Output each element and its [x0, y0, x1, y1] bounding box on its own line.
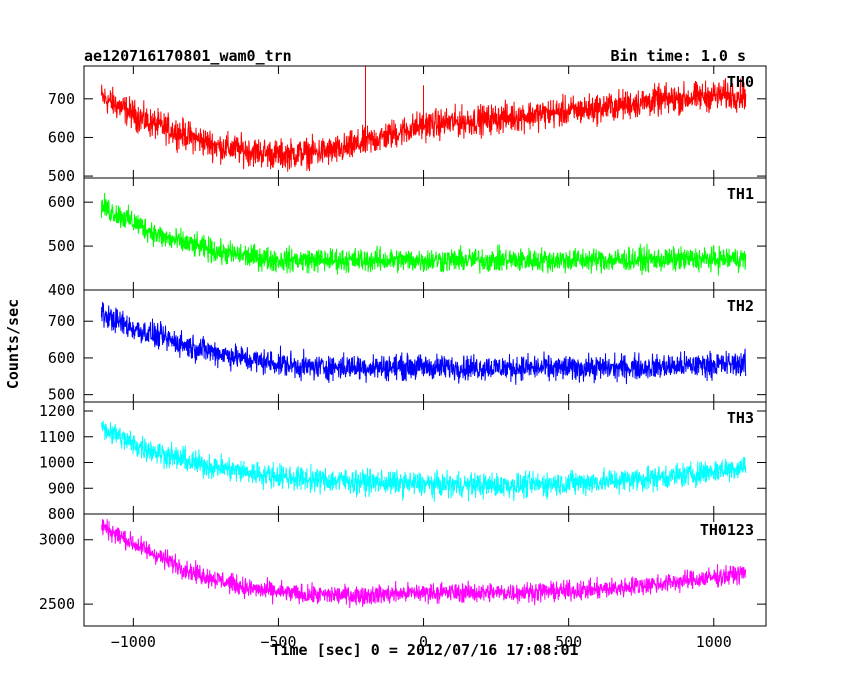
series-line-th1 [100, 192, 747, 276]
panel-th0123: 2500 3000 TH0123 [39, 513, 767, 627]
chart-title-right: Bin time: 1.0 s [611, 47, 746, 65]
y-tick-label: 3000 [39, 531, 75, 549]
y-tick-label: 600 [48, 128, 75, 146]
panel-frame [83, 401, 767, 515]
y-tick-label: 400 [48, 281, 75, 299]
y-tick-label: 500 [48, 237, 75, 255]
x-tick-label: 0 [419, 633, 428, 651]
y-tick-label: 600 [48, 349, 75, 367]
x-tick-label: −500 [260, 633, 296, 651]
y-tick-label: 700 [48, 312, 75, 330]
y-tick-label: 900 [48, 479, 75, 497]
x-axis: −1000 −500 0 500 1000 [111, 633, 732, 651]
y-tick-label: 600 [48, 193, 75, 211]
series-line-th0123 [101, 519, 747, 609]
y-tick-label: 500 [48, 167, 75, 185]
series-label-th0123: TH0123 [700, 521, 754, 539]
panel-th0: 500 600 700 TH0 [48, 65, 767, 185]
y-tick-label: 1000 [39, 454, 75, 472]
chart-title-left: ae120716170801_wam0_trn [84, 47, 292, 65]
x-tick-label: 1000 [696, 633, 732, 651]
x-tick-label: 500 [555, 633, 582, 651]
y-tick-label: 1100 [39, 428, 75, 446]
series-label-th1: TH1 [727, 185, 754, 203]
y-tick-label: 2500 [39, 595, 75, 613]
y-tick-label: 700 [48, 90, 75, 108]
panel-th1: 400 500 600 TH1 [48, 177, 767, 299]
series-label-th3: TH3 [727, 409, 754, 427]
y-tick-label: 800 [48, 505, 75, 523]
panel-th2: 500 600 700 TH2 [48, 289, 767, 404]
panel-th3: 800 900 1000 1100 1200 TH3 [39, 401, 767, 523]
panel-frame [83, 513, 767, 627]
series-line-th2 [100, 301, 747, 385]
x-tick-label: −1000 [111, 633, 156, 651]
y-axis-label: Counts/sec [4, 299, 22, 389]
series-line-th0 [100, 66, 747, 172]
series-label-th0: TH0 [727, 73, 754, 91]
series-label-th2: TH2 [727, 297, 754, 315]
panel-frame [83, 177, 767, 291]
y-tick-label: 1200 [39, 402, 75, 420]
y-tick-label: 500 [48, 386, 75, 404]
panels: 500 600 700 TH0 400 500 600 TH1 500 600 700 TH2 800 9… [39, 65, 767, 627]
series-line-th3 [100, 420, 747, 502]
x-axis-label: Time [sec] 0 = 2012/07/16 17:08:01 [271, 641, 578, 659]
